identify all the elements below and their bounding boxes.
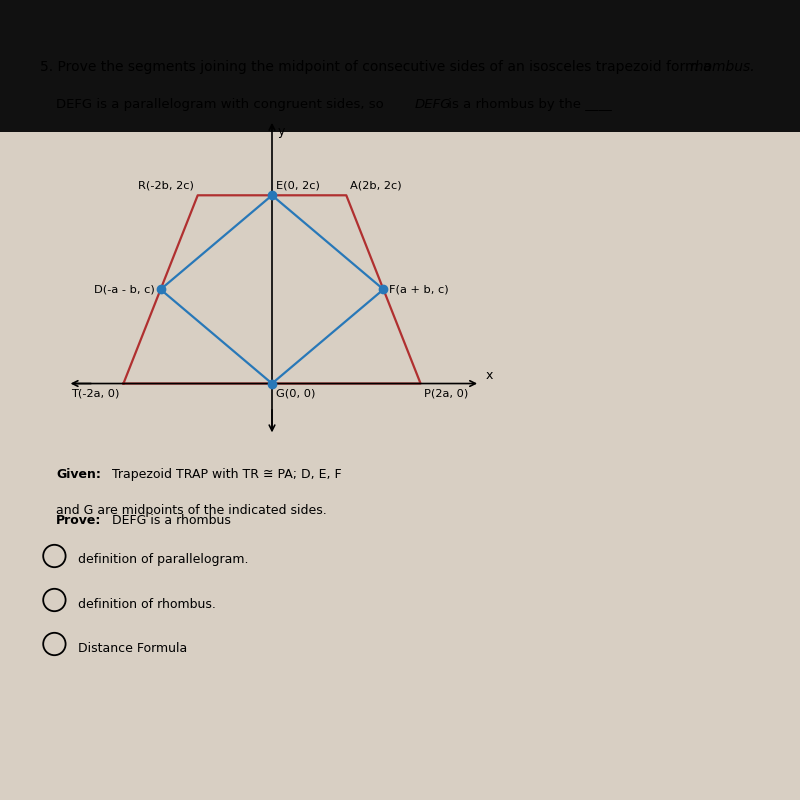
Text: D(-a - b, c): D(-a - b, c) [94, 285, 154, 294]
Text: Trapezoid TRAP with TR ≅ PA; D, E, F: Trapezoid TRAP with TR ≅ PA; D, E, F [108, 468, 342, 481]
Text: DEFG: DEFG [414, 98, 451, 110]
Text: 5. Prove the segments joining the midpoint of consecutive sides of an isosceles : 5. Prove the segments joining the midpoi… [40, 60, 716, 74]
Text: x: x [486, 369, 494, 382]
Text: Prove:: Prove: [56, 514, 102, 526]
Text: y: y [278, 125, 286, 138]
Text: G(0, 0): G(0, 0) [276, 388, 315, 398]
Text: F(a + b, c): F(a + b, c) [390, 285, 449, 294]
Text: Given:: Given: [56, 468, 101, 481]
Text: is a rhombus by the ____: is a rhombus by the ____ [444, 98, 612, 110]
Text: E(0, 2c): E(0, 2c) [276, 181, 319, 190]
Text: A(2b, 2c): A(2b, 2c) [350, 181, 402, 190]
Text: definition of parallelogram.: definition of parallelogram. [78, 554, 249, 566]
Text: rhombus.: rhombus. [690, 60, 755, 74]
Text: and G are midpoints of the indicated sides.: and G are midpoints of the indicated sid… [56, 504, 326, 517]
Text: Distance Formula: Distance Formula [78, 642, 188, 654]
Text: P(2a, 0): P(2a, 0) [424, 388, 469, 398]
Text: definition of rhombus.: definition of rhombus. [78, 598, 216, 610]
Text: R(-2b, 2c): R(-2b, 2c) [138, 181, 194, 190]
Text: DEFG is a rhombus: DEFG is a rhombus [108, 514, 231, 526]
Text: T(-2a, 0): T(-2a, 0) [71, 388, 120, 398]
Text: DEFG is a parallelogram with congruent sides, so: DEFG is a parallelogram with congruent s… [56, 98, 388, 110]
